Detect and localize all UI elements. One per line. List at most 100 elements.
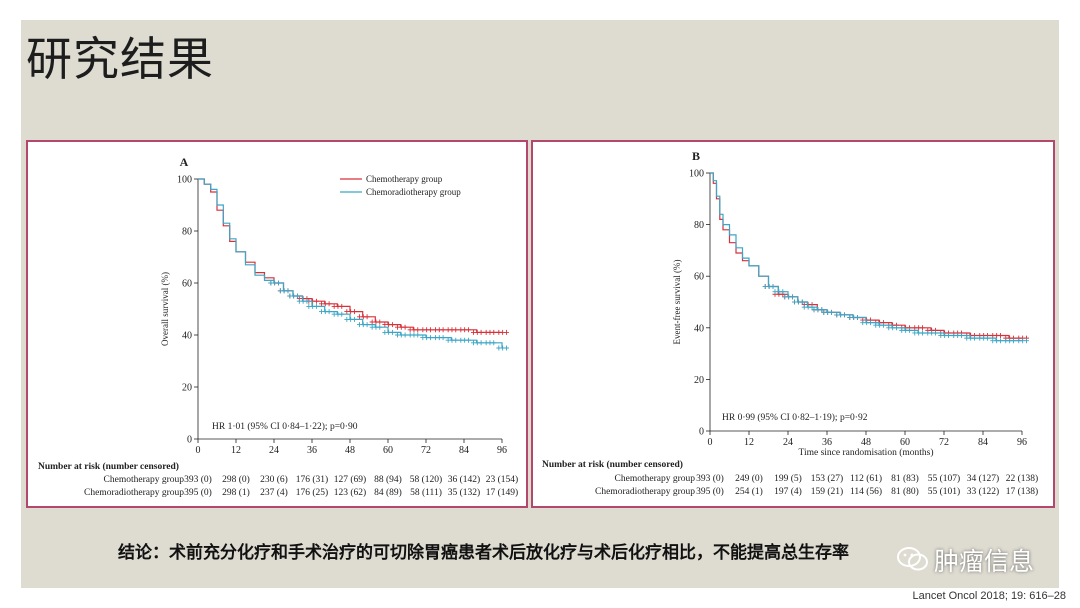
- censor-mark: [920, 330, 926, 336]
- censor-mark: [1011, 338, 1017, 344]
- x-tick-label: 84: [459, 445, 469, 456]
- x-tick-label: 36: [307, 445, 317, 456]
- legend-label: Chemotherapy group: [366, 174, 443, 184]
- x-axis-label: Time since randomisation (months): [798, 447, 933, 458]
- censor-mark: [946, 333, 952, 339]
- censor-mark: [440, 327, 446, 333]
- censor-mark: [275, 280, 281, 286]
- watermark-text: 肿瘤信息: [934, 547, 1035, 576]
- censor-mark: [465, 327, 471, 333]
- censor-mark: [780, 289, 786, 295]
- conclusion-text: 结论：术前充分化疗和手术治疗的可切除胃癌患者术后放化疗与术后化疗相比，不能提高总…: [118, 543, 849, 563]
- censor-mark: [453, 327, 459, 333]
- y-tick-label: 100: [177, 175, 192, 186]
- risk-row-label: Chemotherapy group: [104, 475, 185, 485]
- y-tick-label: 40: [182, 331, 192, 342]
- censor-mark: [920, 325, 926, 331]
- risk-cell: 17 (138): [1006, 486, 1038, 497]
- x-tick-label: 84: [978, 437, 988, 448]
- censor-mark: [998, 338, 1004, 344]
- risk-cell: 22 (138): [1006, 473, 1038, 484]
- censor-mark: [389, 329, 395, 335]
- censor-mark: [998, 333, 1004, 339]
- risk-cell: 123 (62): [334, 487, 366, 498]
- y-tick-label: 60: [182, 279, 192, 290]
- censor-mark: [503, 345, 509, 351]
- risk-cell: 84 (89): [374, 487, 402, 498]
- censor-mark: [364, 314, 370, 320]
- x-tick-label: 72: [421, 445, 431, 456]
- censor-mark: [415, 327, 421, 333]
- censor-mark: [819, 307, 825, 313]
- citation: Lancet Oncol 2018; 19: 616–28: [912, 590, 1066, 602]
- censor-mark: [933, 330, 939, 336]
- censor-mark: [881, 322, 887, 328]
- censor-mark: [894, 325, 900, 331]
- censor-mark: [402, 324, 408, 330]
- x-tick-label: 0: [708, 437, 713, 448]
- risk-cell: 153 (27): [811, 473, 843, 484]
- censor-mark: [799, 299, 805, 305]
- censor-mark: [907, 327, 913, 333]
- risk-row-label: Chemoradiotherapy group: [84, 488, 184, 498]
- censor-mark: [972, 335, 978, 341]
- x-tick-label: 24: [269, 445, 279, 456]
- risk-cell: 254 (1): [735, 486, 763, 497]
- y-axis-label: Event-free survival (%): [672, 260, 682, 345]
- censor-mark: [478, 340, 484, 346]
- censor-mark: [313, 298, 319, 304]
- risk-cell: 88 (94): [374, 474, 402, 485]
- series-line-0: [710, 172, 1022, 339]
- censor-mark: [478, 329, 484, 335]
- censor-mark: [985, 335, 991, 341]
- censor-mark: [377, 324, 383, 330]
- x-tick-label: 36: [822, 437, 832, 448]
- censor-mark: [829, 309, 835, 315]
- x-tick-label: 96: [497, 445, 507, 456]
- y-tick-label: 40: [694, 323, 704, 334]
- censor-mark: [790, 294, 796, 300]
- censor-mark: [339, 311, 345, 317]
- x-tick-label: 48: [345, 445, 355, 456]
- hazard-ratio-annotation: HR 0·99 (95% CI 0·82–1·19); p=0·92: [722, 412, 868, 423]
- risk-cell: 298 (0): [222, 474, 250, 485]
- censor-mark: [294, 293, 300, 299]
- survival-chart-b: B 0 20 40 60 80 100 0 12 24 36 48 60 72 84 96 Event-free…: [542, 149, 1038, 497]
- figure-panel-a: A 0 20 40 60 80 100 0 12 24 36 48 60 72 84 96 Overall su…: [26, 140, 528, 508]
- risk-cell: 114 (56): [850, 486, 882, 497]
- censor-mark: [491, 340, 497, 346]
- risk-cell: 127 (69): [334, 474, 366, 485]
- risk-cell: 393 (0): [184, 474, 212, 485]
- risk-cell: 395 (0): [184, 487, 212, 498]
- y-tick-label: 80: [694, 220, 704, 231]
- risk-cell: 58 (120): [410, 474, 442, 485]
- risk-cell: 36 (142): [448, 474, 480, 485]
- censor-mark: [868, 320, 874, 326]
- risk-cell: 55 (107): [928, 473, 960, 484]
- series-line-1: [198, 178, 503, 348]
- series-line-1: [710, 172, 1022, 342]
- censor-mark: [809, 304, 815, 310]
- risk-table-header: Number at risk (number censored): [38, 461, 179, 472]
- risk-cell: 230 (6): [260, 474, 288, 485]
- risk-cell: 81 (80): [891, 486, 919, 497]
- censor-mark: [453, 337, 459, 343]
- x-tick-label: 72: [939, 437, 949, 448]
- risk-row-label: Chemoradiotherapy group: [595, 487, 695, 497]
- y-tick-label: 100: [689, 169, 704, 180]
- y-tick-label: 0: [699, 427, 704, 438]
- censor-mark: [351, 316, 357, 322]
- censor-mark: [1024, 338, 1030, 344]
- censor-mark: [402, 332, 408, 338]
- censor-mark: [855, 314, 861, 320]
- y-tick-label: 0: [187, 435, 192, 446]
- x-tick-label: 60: [383, 445, 393, 456]
- slide-title: 研究结果: [26, 32, 214, 86]
- risk-table-header: Number at risk (number censored): [542, 459, 683, 470]
- risk-row-label: Chemotherapy group: [615, 474, 696, 484]
- risk-cell: 81 (83): [891, 473, 919, 484]
- censor-mark: [503, 329, 509, 335]
- risk-cell: 393 (0): [696, 473, 724, 484]
- panel-letter: A: [180, 155, 189, 169]
- x-tick-label: 12: [231, 445, 241, 456]
